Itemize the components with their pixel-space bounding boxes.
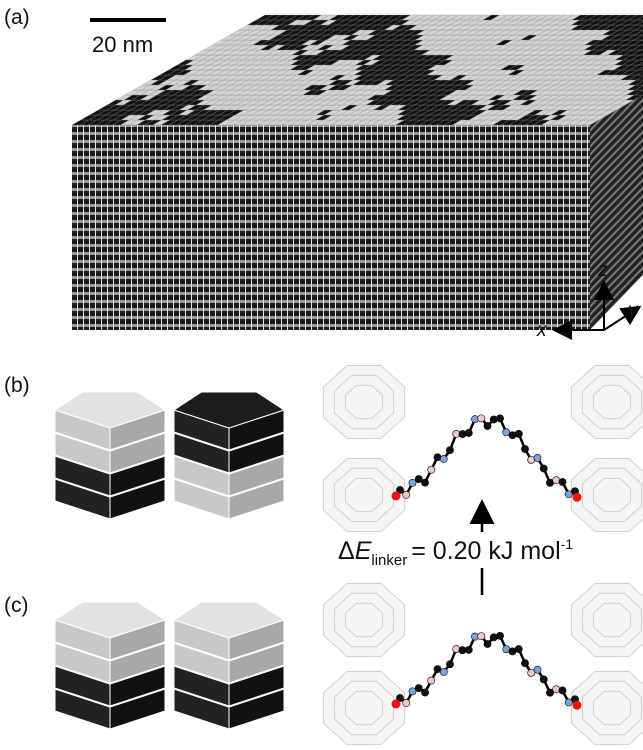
atom	[484, 640, 491, 647]
hexagon-stacks	[55, 392, 284, 729]
atom	[540, 676, 547, 683]
atom	[573, 493, 582, 502]
lattice-block	[72, 15, 643, 330]
delta: Δ	[338, 537, 355, 565]
atom	[521, 445, 528, 452]
cage	[323, 583, 404, 656]
atom	[421, 689, 428, 696]
atom	[392, 700, 401, 709]
panel-label: (b)	[4, 374, 30, 397]
axis-label: z	[597, 260, 608, 281]
atom	[428, 677, 435, 684]
figure: 20 nm (a) (b) (c) z y x ΔElinker= 0.20 k…	[0, 0, 643, 750]
atom	[421, 479, 428, 486]
axis-label: y	[626, 300, 639, 321]
atom	[534, 454, 541, 461]
cage	[571, 458, 643, 531]
atom	[559, 478, 566, 485]
value: = 0.20 kJ mol	[411, 537, 560, 565]
atom	[496, 415, 503, 422]
atom	[553, 686, 560, 693]
atom	[573, 701, 582, 710]
energy-label: ΔElinker= 0.20 kJ mol-1	[338, 536, 573, 569]
atom	[440, 668, 447, 675]
atom	[521, 660, 528, 667]
linker	[392, 415, 582, 502]
cage	[571, 365, 643, 438]
panel-label: (c)	[4, 594, 29, 617]
linker	[392, 632, 582, 709]
symbol: E	[355, 537, 372, 565]
atom	[446, 447, 453, 454]
cage	[571, 671, 643, 744]
superscript: -1	[561, 536, 574, 552]
subscript: linker	[371, 552, 407, 569]
edge	[323, 583, 404, 656]
cage	[323, 671, 404, 744]
edge	[323, 671, 404, 744]
atom	[484, 422, 491, 429]
atom	[428, 466, 435, 473]
atom	[409, 479, 416, 486]
atom	[515, 645, 522, 652]
panel-label: (a)	[4, 6, 30, 29]
atom	[465, 429, 472, 436]
atom	[403, 491, 410, 498]
atom	[559, 687, 566, 694]
atom	[540, 465, 547, 472]
cage	[571, 583, 643, 656]
atom	[490, 416, 497, 423]
axis-label: x	[536, 320, 548, 341]
top-face	[72, 15, 643, 125]
cage	[323, 365, 404, 438]
atom	[534, 666, 541, 673]
atom	[496, 632, 503, 639]
atom	[440, 455, 447, 462]
atom	[515, 430, 522, 437]
scale-label: 20 nm	[92, 32, 153, 57]
edge	[323, 365, 404, 438]
front-face	[72, 125, 590, 330]
atom	[478, 415, 485, 422]
atom	[403, 699, 410, 706]
atom	[415, 685, 422, 692]
atom	[446, 661, 453, 668]
atom	[478, 633, 485, 640]
atom	[465, 646, 472, 653]
atom	[392, 492, 401, 501]
